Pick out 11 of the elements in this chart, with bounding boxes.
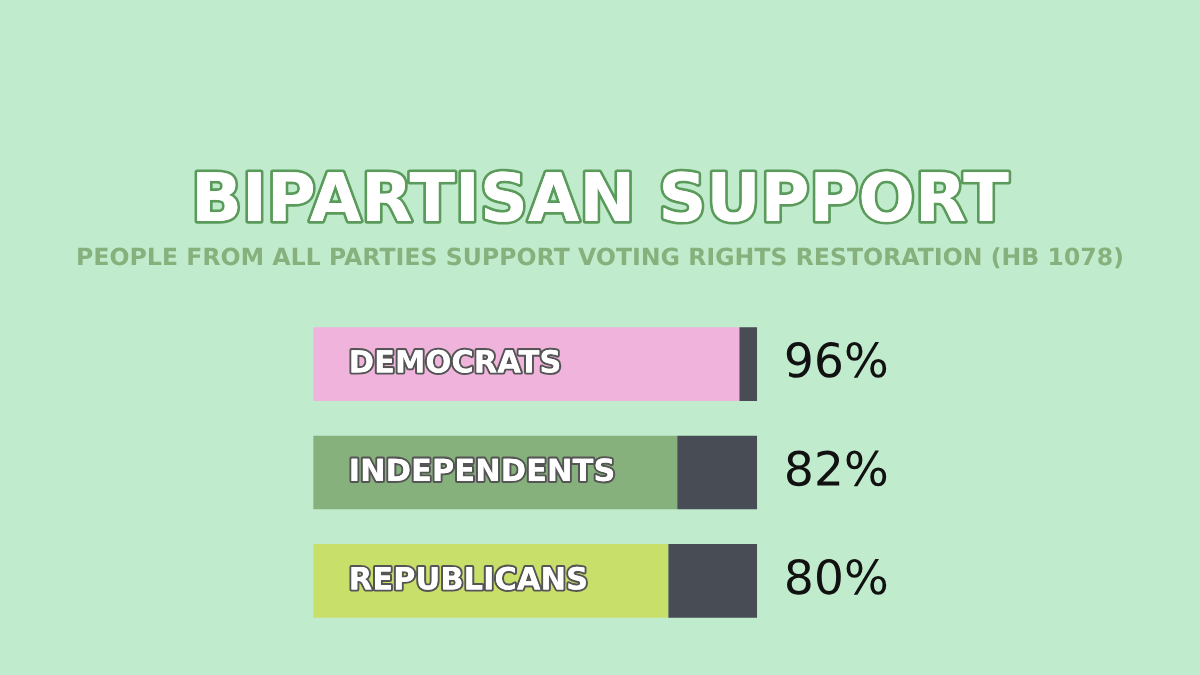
- bar: [739, 327, 758, 401]
- bar: [677, 435, 758, 510]
- chart-subtitle: PEOPLE FROM ALL PARTIES SUPPORT VOTING RIGHTS RESTORATION (HB 1078): [78, 247, 1122, 269]
- data-label: 82%: [787, 450, 887, 487]
- bar: [668, 544, 758, 618]
- data-label: 96%: [786, 342, 887, 378]
- y-tick-label: REPUBLICANS: [351, 566, 586, 590]
- chart-title: BIPARTISAN SUPPORT: [197, 171, 1009, 222]
- y-tick-label: INDEPENDENTS: [351, 458, 614, 482]
- y-tick-label: DEMOCRATS: [351, 349, 560, 373]
- data-label: 80%: [787, 558, 887, 595]
